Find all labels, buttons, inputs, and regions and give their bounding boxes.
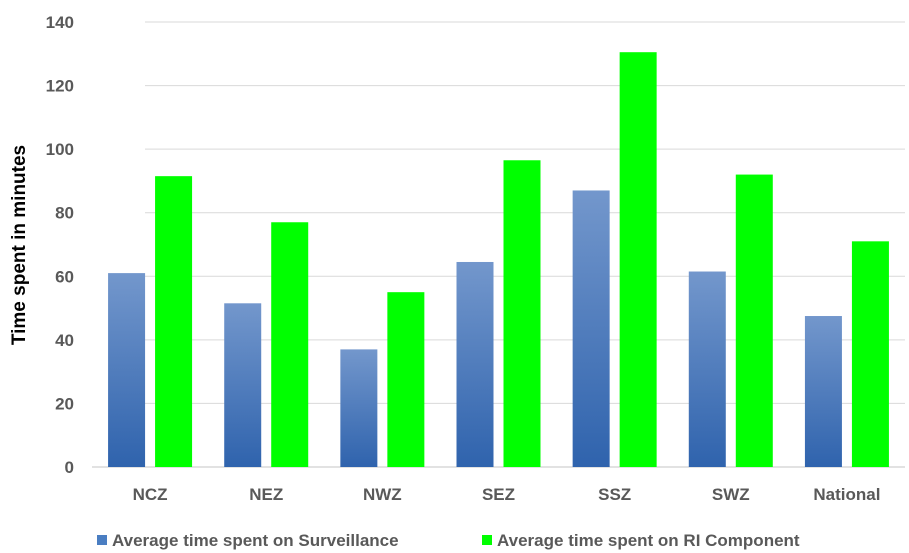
- x-tick-label: NEZ: [249, 485, 283, 504]
- bar-surveillance-national: [804, 316, 842, 467]
- y-tick-label: 0: [65, 458, 74, 477]
- bars: [108, 52, 889, 468]
- x-tick-label: SSZ: [598, 485, 631, 504]
- bar-surveillance-nwz: [340, 349, 378, 467]
- bar-ri-component-nwz: [387, 292, 425, 467]
- legend-swatch: [97, 535, 107, 545]
- y-tick-label: 120: [46, 77, 74, 96]
- x-axis-ticks: NCZ NEZ NWZ SEZ SSZ SWZ National: [133, 485, 881, 504]
- bar-surveillance-swz: [688, 271, 726, 467]
- y-tick-label: 100: [46, 140, 74, 159]
- legend: Average time spent on Surveillance Averag…: [97, 531, 800, 550]
- x-tick-label: National: [813, 485, 880, 504]
- bar-ri-component-ssz: [619, 52, 657, 467]
- legend-swatch: [482, 535, 492, 545]
- y-tick-label: 40: [55, 331, 74, 350]
- bar-ri-component-nez: [271, 222, 309, 467]
- bar-surveillance-ssz: [572, 190, 610, 467]
- y-tick-label: 80: [55, 204, 74, 223]
- bar-surveillance-nez: [224, 303, 262, 467]
- x-tick-label: NCZ: [133, 485, 168, 504]
- legend-label: Average time spent on RI Component: [497, 531, 800, 550]
- y-tick-label: 60: [55, 267, 74, 286]
- x-tick-label: NWZ: [363, 485, 402, 504]
- legend-label: Average time spent on Surveillance: [112, 531, 399, 550]
- gridlines: [92, 21, 905, 468]
- y-tick-label: 20: [55, 394, 74, 413]
- y-tick-label: 140: [46, 13, 74, 32]
- bar-ri-component-national: [851, 241, 889, 467]
- bar-ri-component-ncz: [155, 176, 193, 468]
- bar-ri-component-swz: [735, 174, 773, 468]
- x-tick-label: SEZ: [482, 485, 515, 504]
- x-tick-label: SWZ: [712, 485, 750, 504]
- bar-ri-component-sez: [503, 160, 541, 467]
- y-axis-title: Time spent in minutes: [9, 145, 30, 345]
- bar-surveillance-ncz: [108, 273, 146, 467]
- bar-surveillance-sez: [456, 261, 494, 467]
- y-axis-ticks: 0 20 40 60 80 100 120 140: [46, 13, 74, 477]
